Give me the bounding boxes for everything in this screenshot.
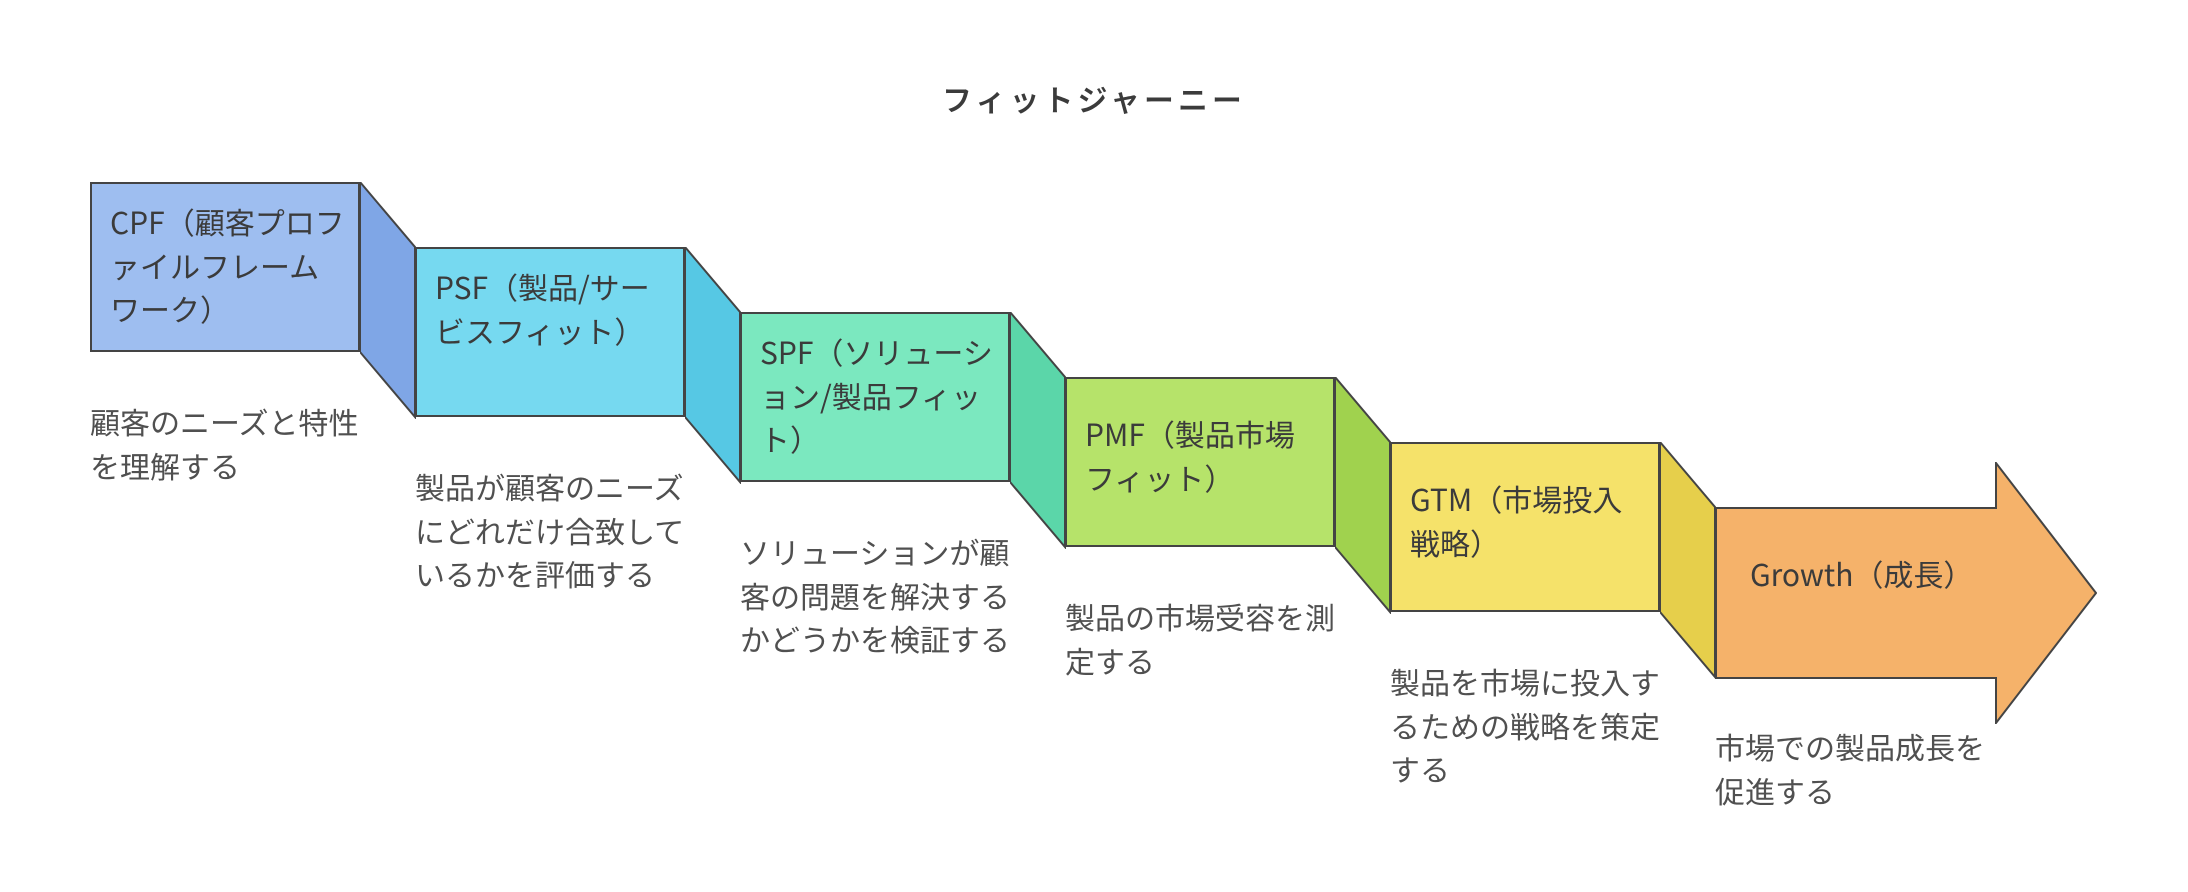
diagram-title: フィットジャーニー xyxy=(0,76,2188,120)
stage-desc-pmf: 製品の市場受容を測定する xyxy=(1065,595,1335,682)
stage-fold-gtm xyxy=(1660,442,1717,679)
stage-desc-growth: 市場での製品成長を促進する xyxy=(1715,725,1985,812)
stage-label-psf: PSF（製品/サービスフィット） xyxy=(435,265,670,352)
stage-desc-gtm: 製品を市場に投入するための戦略を策定する xyxy=(1390,660,1660,791)
stage-fold-pmf xyxy=(1335,377,1392,614)
stage-label-growth: Growth（成長） xyxy=(1750,552,1970,596)
stage-label-cpf: CPF（顧客プロファイルフレームワーク） xyxy=(110,200,345,331)
stage-fold-psf xyxy=(685,247,742,484)
stage-desc-spf: ソリューションが顧客の問題を解決するかどうかを検証する xyxy=(740,530,1010,661)
stage-label-gtm: GTM（市場投入戦略） xyxy=(1410,477,1645,564)
stage-desc-psf: 製品が顧客のニーズにどれだけ合致しているかを評価する xyxy=(415,465,685,596)
stage-fold-cpf xyxy=(360,182,417,419)
fit-journey-diagram: フィットジャーニー CPF（顧客プロファイルフレームワーク） 顧客のニーズと特性を… xyxy=(0,0,2188,892)
stage-label-pmf: PMF（製品市場フィット） xyxy=(1085,412,1320,499)
stage-fold-spf xyxy=(1010,312,1067,549)
stage-desc-cpf: 顧客のニーズと特性を理解する xyxy=(90,400,360,487)
stage-label-spf: SPF（ソリューション/製品フィット） xyxy=(760,330,995,461)
